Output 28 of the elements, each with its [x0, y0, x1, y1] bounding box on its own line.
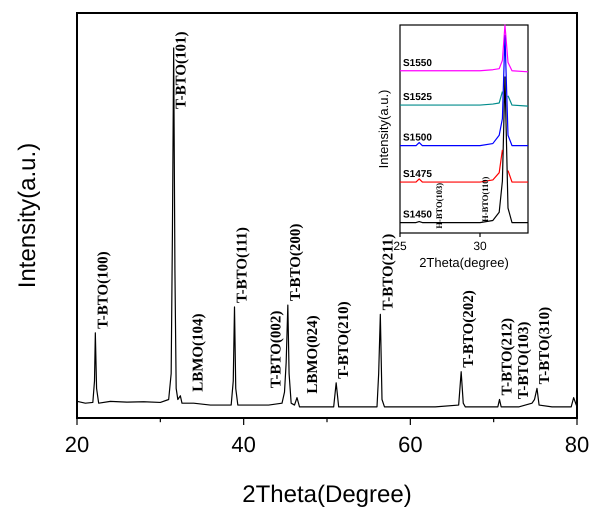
x-tick-label: 30: [473, 239, 487, 253]
series-label: S1525: [403, 92, 432, 104]
y-axis-title: Intensity(a.u.): [376, 90, 391, 168]
series-label: S1475: [403, 169, 432, 180]
annotation: T-BTO(210): [336, 301, 352, 379]
annotation: T-BTO(002): [268, 310, 284, 388]
x-tick-label: 80: [564, 432, 590, 457]
annotation: LBMO(104): [190, 313, 207, 392]
annotation: H-BTO(110): [480, 176, 490, 222]
annotation: T-BTO(202): [461, 290, 478, 368]
annotation: H-BTO(103): [434, 182, 444, 229]
annotation: T-BTO(111): [234, 227, 250, 303]
x-tick-label: 60: [398, 432, 423, 457]
x-tick-label: 40: [231, 432, 256, 457]
series-label: S1550: [403, 58, 432, 69]
series-label: S1500: [403, 132, 432, 144]
x-axis-title: 2Theta(Degree): [242, 481, 412, 508]
x-tick-label: 20: [64, 432, 90, 457]
annotation: T-BTO(100): [95, 251, 112, 329]
annotation: T-BTO(200): [288, 224, 304, 302]
annotation: LBMO(024): [304, 315, 321, 394]
annotation: T-BTO(212): [500, 318, 516, 396]
annotation: T-BTO(101): [174, 31, 190, 109]
x-axis-title: 2Theta(degree): [419, 255, 509, 270]
series-label: S1450: [403, 210, 432, 221]
annotation: T-BTO(103): [516, 322, 532, 400]
annotation: T-BTO(310): [537, 306, 553, 384]
y-axis-title: Intensity(a.u.): [14, 142, 41, 288]
